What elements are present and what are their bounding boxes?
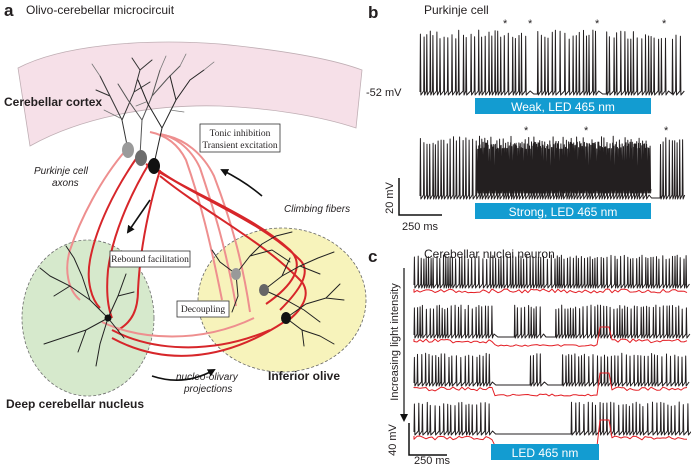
panel-c-scale-bar bbox=[408, 423, 447, 456]
inferior-olive-label: Inferior olive bbox=[268, 369, 340, 383]
panel-c-scale-time: 250 ms bbox=[414, 455, 451, 466]
panel-c-scale-voltage: 40 mV bbox=[387, 423, 399, 455]
complex-spike-asterisk: * bbox=[584, 125, 589, 137]
panel-b-scale-voltage: 20 mV bbox=[384, 181, 396, 213]
spike-trace bbox=[413, 401, 691, 436]
climbing-fiber-arrow bbox=[220, 169, 263, 197]
nucleo-olivary-label-2: projections bbox=[183, 384, 232, 395]
complex-spike-asterisk: * bbox=[528, 18, 533, 30]
purkinje-axons-label-1: Purkinje cell bbox=[34, 166, 89, 177]
spike-trace bbox=[413, 254, 690, 289]
inhibition-box bbox=[199, 123, 281, 153]
weak-complex-spike-markers: * * * * bbox=[503, 18, 667, 30]
membrane-trace bbox=[413, 288, 688, 294]
strong-trace bbox=[419, 135, 686, 200]
purkinje-dendrites bbox=[91, 53, 215, 165]
panel-a-letter: a bbox=[4, 1, 14, 20]
panel-c-led-label: LED 465 nm bbox=[512, 446, 579, 460]
cerebellar-cortex-label: Cerebellar cortex bbox=[4, 95, 102, 109]
decoupling-box bbox=[176, 300, 230, 318]
purkinje-axons-label-2: axons bbox=[52, 178, 79, 189]
nucleo-olivary-arrow bbox=[151, 369, 216, 382]
strong-led-bar bbox=[475, 203, 651, 219]
decoupling-label: Decoupling bbox=[181, 305, 226, 315]
membrane-trace bbox=[413, 372, 688, 397]
spike-trace bbox=[413, 304, 691, 339]
complex-spike-asterisk: * bbox=[524, 125, 529, 137]
panel-b-title: Purkinje cell bbox=[424, 3, 489, 17]
complex-spike-asterisk: * bbox=[595, 18, 600, 30]
complex-spike-asterisk: * bbox=[503, 18, 508, 30]
weak-trace bbox=[419, 29, 685, 96]
panel-a: a Olivo-cerebellar microcircuit Cerebell… bbox=[4, 1, 367, 411]
membrane-trace bbox=[413, 326, 688, 347]
io-neurons bbox=[211, 231, 345, 347]
voltage-label: -52 mV bbox=[366, 87, 402, 99]
strong-led-label: Strong, LED 465 nm bbox=[509, 205, 618, 219]
nucleo-olivary-label-1: nucleo-olivary bbox=[176, 372, 239, 383]
strong-complex-spike-markers: * * * bbox=[524, 125, 669, 137]
purkinje-axon-arrow bbox=[126, 199, 151, 234]
spike-trace bbox=[413, 352, 690, 387]
panel-b-scale-time: 250 ms bbox=[402, 221, 439, 233]
inhibition-label-2: Transient excitation bbox=[202, 141, 278, 151]
light-intensity-label: Increasing light intensity bbox=[389, 283, 401, 401]
weak-led-bar bbox=[475, 98, 651, 114]
dcn-neuron bbox=[39, 245, 135, 367]
panel-c-letter: c bbox=[368, 247, 377, 266]
panel-c-led-bar bbox=[491, 444, 599, 460]
cerebellar-nuclei-traces bbox=[413, 254, 691, 447]
deep-cerebellar-nucleus-label: Deep cerebellar nucleus bbox=[6, 397, 144, 411]
panel-b-letter: b bbox=[368, 3, 378, 22]
panel-c: c Cerebellar nuclei neuron Increasing li… bbox=[368, 247, 691, 466]
cerebellar-cortex-region bbox=[17, 41, 363, 147]
complex-spike-asterisk: * bbox=[662, 18, 667, 30]
inferior-olive-region bbox=[197, 227, 367, 373]
inhibition-label-1: Tonic inhibition bbox=[210, 129, 271, 139]
climbing-fibers-label: Climbing fibers bbox=[284, 204, 350, 215]
panel-b: b Purkinje cell * * * * -52 mV Weak, LED 46… bbox=[366, 3, 686, 233]
rebound-facilitation-box bbox=[109, 250, 191, 268]
climbing-fibers bbox=[149, 131, 251, 313]
rebound-facilitation-label: Rebound facilitation bbox=[111, 254, 189, 265]
complex-spike-asterisk: * bbox=[664, 125, 669, 137]
purkinje-somata bbox=[122, 142, 160, 174]
panel-b-scale-bar bbox=[398, 178, 442, 216]
panel-c-title: Cerebellar nuclei neuron bbox=[424, 247, 555, 261]
weak-led-label: Weak, LED 465 nm bbox=[511, 100, 615, 114]
panel-a-title: Olivo-cerebellar microcircuit bbox=[26, 3, 175, 17]
